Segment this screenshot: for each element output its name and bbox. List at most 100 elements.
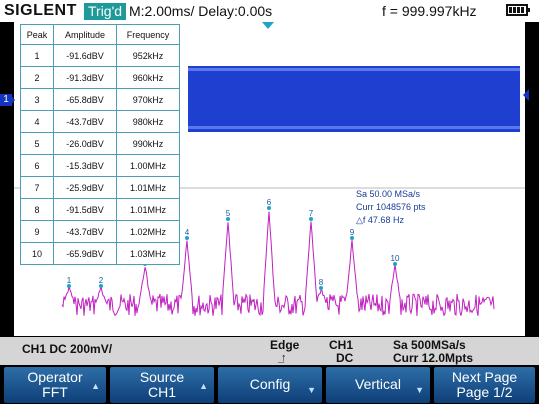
trigger-position-marker[interactable] (262, 22, 274, 29)
trigger-status-badge: Trig'd (84, 3, 127, 20)
arrow-down-icon: ▼ (415, 385, 424, 395)
column-header: Amplitude (53, 24, 117, 45)
waveform-plot: 12345678910 (14, 66, 525, 317)
peak-label: 8 (319, 278, 324, 287)
channel-offset-marker[interactable]: 1 (0, 94, 12, 106)
arrow-up-icon: ▲ (199, 381, 208, 391)
channel-offset-arrow-icon (10, 94, 15, 106)
peak-amplitude: -26.0dBV (53, 132, 117, 155)
peak-amplitude: -43.7dBV (53, 110, 117, 133)
source-softkey[interactable]: Source CH1 ▲ (110, 367, 214, 403)
peak-amplitude: -25.9dBV (53, 176, 117, 199)
peak-label: 1 (67, 276, 72, 285)
vertical-softkey[interactable]: Vertical ▼ (326, 367, 430, 403)
fft-resolution: △f 47.68 Hz (356, 215, 404, 225)
trigger-coupling: DC (336, 351, 354, 365)
battery-icon (506, 4, 530, 16)
acquisition-sample-rate: Sa 500MSa/s (393, 338, 466, 352)
table-row: 3 -65.8dBV 970kHz (20, 88, 180, 111)
peak-marker (99, 284, 103, 288)
bottom-status-bar: CH1 DC 200mV/ Edge ̲↑ CH1 DC Sa 500MSa/s… (0, 337, 539, 365)
table-row: 4 -43.7dBV 980kHz (20, 110, 180, 133)
table-row: 1 -91.6dBV 952kHz (20, 44, 180, 67)
fft-peak-table: Peak Amplitude Frequency 1 -91.6dBV 952kHz… (20, 24, 180, 265)
peak-frequency: 1.01MHz (116, 176, 180, 199)
peak-index: 7 (20, 176, 54, 199)
config-softkey[interactable]: Config ▼ (218, 367, 322, 403)
peak-label: 6 (267, 198, 272, 207)
peak-amplitude: -91.3dBV (53, 66, 117, 89)
peak-amplitude: -91.6dBV (53, 44, 117, 67)
peak-amplitude: -15.3dBV (53, 154, 117, 177)
memory-depth: Curr 12.0Mpts (393, 351, 474, 365)
operator-softkey[interactable]: Operator FFT ▲ (4, 367, 106, 403)
peak-amplitude: -65.9dBV (53, 242, 117, 265)
peak-label: 4 (185, 228, 190, 237)
peak-frequency: 1.02MHz (116, 220, 180, 243)
peak-index: 10 (20, 242, 54, 265)
peak-frequency: 960kHz (116, 66, 180, 89)
time-domain-waveform (188, 66, 520, 132)
trigger-source: CH1 (329, 338, 354, 352)
table-header-row: Peak Amplitude Frequency (20, 24, 180, 45)
peak-label: 5 (226, 209, 231, 218)
peak-frequency: 1.03MHz (116, 242, 180, 265)
peak-index: 2 (20, 66, 54, 89)
fft-info-panel: Sa 50.00 MSa/s Curr 1048576 pts △f 47.68… (356, 188, 426, 227)
peak-index: 5 (20, 132, 54, 155)
peak-index: 1 (20, 44, 54, 67)
peak-marker (267, 206, 271, 210)
fft-sample-rate: Sa 50.00 MSa/s (356, 189, 421, 199)
peak-frequency: 952kHz (116, 44, 180, 67)
peak-frequency: 980kHz (116, 110, 180, 133)
fft-spectrum: 12345678910 (61, 198, 495, 317)
table-row: 8 -91.5dBV 1.01MHz (20, 198, 180, 221)
arrow-down-icon: ▼ (307, 385, 316, 395)
peak-frequency: 1.00MHz (116, 154, 180, 177)
peak-marker (67, 284, 71, 288)
table-row: 5 -26.0dBV 990kHz (20, 132, 180, 155)
table-row: 10 -65.9dBV 1.03MHz (20, 242, 180, 265)
table-row: 6 -15.3dBV 1.00MHz (20, 154, 180, 177)
brand-logo: SIGLENT (4, 2, 77, 19)
peak-marker (226, 217, 230, 221)
peak-amplitude: -65.8dBV (53, 88, 117, 111)
delta-icon: △ (356, 215, 363, 225)
rising-edge-icon: ̲↑ (281, 352, 287, 364)
peak-index: 4 (20, 110, 54, 133)
peak-index: 3 (20, 88, 54, 111)
arrow-up-icon: ▲ (91, 381, 100, 391)
softkey-bar: Operator FFT ▲ Source CH1 ▲ Config ▼ Ver… (0, 365, 539, 404)
peak-marker (350, 236, 354, 240)
peak-index: 9 (20, 220, 54, 243)
fft-current-points: Curr 1048576 pts (356, 202, 426, 212)
trigger-level-marker[interactable] (523, 89, 529, 101)
peak-frequency: 970kHz (116, 88, 180, 111)
table-row: 2 -91.3dBV 960kHz (20, 66, 180, 89)
table-row: 7 -25.9dBV 1.01MHz (20, 176, 180, 199)
frequency-readout: f = 999.997kHz (382, 3, 477, 19)
table-row: 9 -43.7dBV 1.02MHz (20, 220, 180, 243)
timebase-readout: M:2.00ms/ Delay:0.00s (129, 3, 273, 19)
peak-label: 10 (391, 254, 400, 263)
peak-frequency: 1.01MHz (116, 198, 180, 221)
peak-label: 9 (350, 228, 355, 237)
peak-frequency: 990kHz (116, 132, 180, 155)
fft-trace (61, 211, 495, 317)
peak-marker (309, 217, 313, 221)
peak-label: 2 (99, 276, 104, 285)
channel-settings[interactable]: CH1 DC 200mV/ (22, 342, 113, 356)
peak-marker (319, 286, 323, 290)
peak-label: 7 (309, 209, 314, 218)
peak-marker (393, 262, 397, 266)
column-header: Frequency (116, 24, 180, 45)
peak-marker (185, 236, 189, 240)
next-page-softkey[interactable]: Next Page Page 1/2 (434, 367, 535, 403)
peak-amplitude: -91.5dBV (53, 198, 117, 221)
column-header: Peak (20, 24, 54, 45)
peak-index: 6 (20, 154, 54, 177)
trigger-type[interactable]: Edge (270, 338, 300, 352)
peak-amplitude: -43.7dBV (53, 220, 117, 243)
peak-index: 8 (20, 198, 54, 221)
top-status-bar: SIGLENT Trig'd M:2.00ms/ Delay:0.00s f =… (0, 0, 539, 22)
